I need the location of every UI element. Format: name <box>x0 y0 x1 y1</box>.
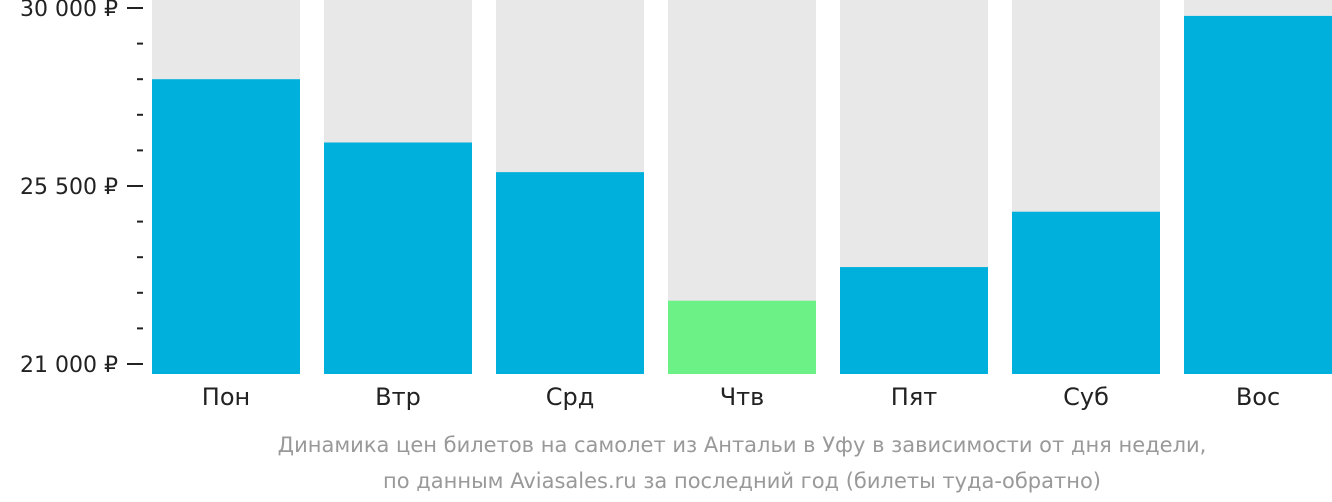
bar-5 <box>840 267 988 374</box>
y-tick-label: 25 500 ₽ <box>20 175 118 200</box>
x-tick-label: Пят <box>891 383 937 411</box>
chart-caption: Динамика цен билетов на самолет из Антал… <box>278 433 1207 493</box>
x-tick-label: Срд <box>546 383 595 411</box>
bar-3 <box>496 172 644 374</box>
bar-7 <box>1184 15 1332 375</box>
x-tick-label: Вос <box>1236 383 1280 411</box>
y-tick-label: 30 000 ₽ <box>20 0 118 22</box>
y-tick-label: 21 000 ₽ <box>20 353 118 378</box>
bar-6 <box>1012 211 1160 374</box>
x-tick-label: Чтв <box>720 383 765 411</box>
bar-2 <box>324 142 472 374</box>
bar-4 <box>668 300 816 374</box>
x-tick-label: Пон <box>202 383 250 411</box>
caption-line-2: по данным Aviasales.ru за последний год … <box>383 469 1101 493</box>
bar-1 <box>152 79 300 374</box>
x-tick-label: Суб <box>1063 383 1109 411</box>
caption-line-1: Динамика цен билетов на самолет из Антал… <box>278 433 1207 457</box>
x-axis: Пон Втр Срд Чтв Пят Суб Вос <box>202 383 1280 411</box>
bars <box>152 15 1332 375</box>
y-axis: 30 000 ₽ 25 500 ₽ 21 000 ₽ <box>20 0 143 378</box>
x-tick-label: Втр <box>375 383 421 411</box>
